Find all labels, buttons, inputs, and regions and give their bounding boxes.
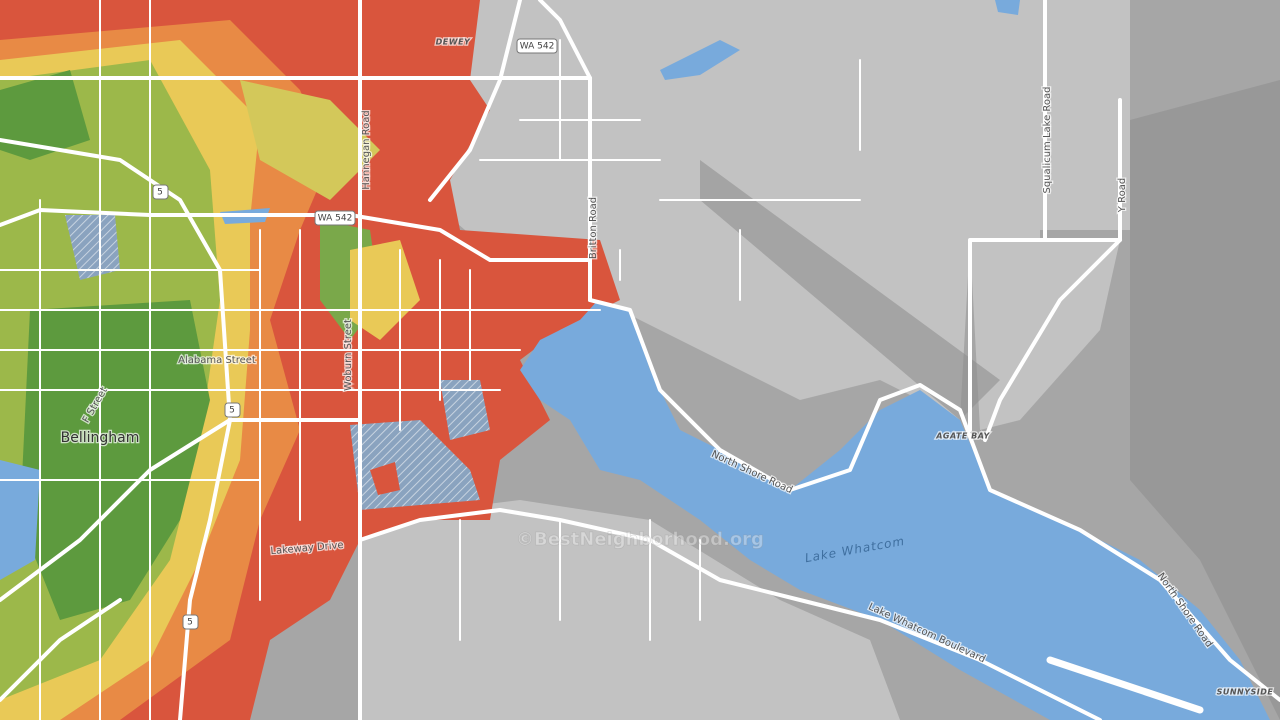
minor-roads [0,0,861,720]
road-label: Alabama Street [178,355,256,366]
route-label: WA 542 [318,214,353,224]
place-label: SUNNYSIDE [1217,688,1274,697]
place-label: DEWEY [436,38,471,47]
route-label: WA 542 [520,42,555,52]
road-label: Y Road [1117,178,1128,213]
place-label: AGATE BAY [935,432,990,441]
route-shield [516,38,558,54]
route-shield [152,184,169,200]
city-label: Bellingham [61,430,140,446]
route-shield [224,402,241,418]
heat-spot [370,462,400,495]
route-label: 5 [229,406,235,416]
route-shield [314,210,356,226]
route-shield [182,614,199,630]
watermark: ©BestNeighborhood.org [516,529,764,550]
road-label: Hannegan Road [361,110,372,190]
road-label: Britton Road [588,197,599,259]
route-label: 5 [157,188,163,198]
route-label: 5 [187,618,193,628]
road-label: Woburn Street [343,319,354,391]
road-label: Squalicum Lake Road [1042,86,1053,193]
